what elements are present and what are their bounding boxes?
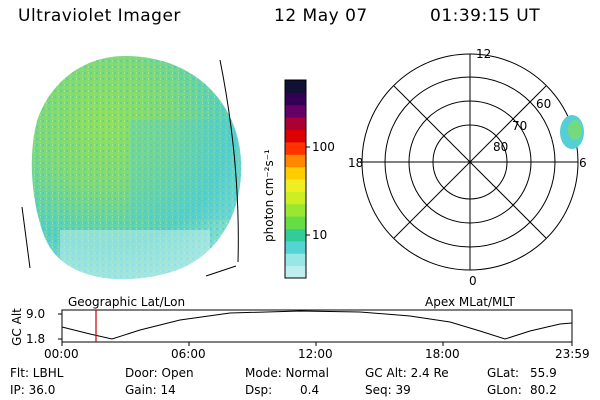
info-door: Door: Open xyxy=(125,366,194,380)
polar-plot xyxy=(361,53,579,271)
info-dsp-value: 0.4 xyxy=(300,383,320,397)
info-seq: Seq: 39 xyxy=(365,383,411,397)
colorbar-swatch xyxy=(285,253,306,267)
date-label: 12 May 07 xyxy=(274,6,368,26)
imager-title: Ultraviolet Imager xyxy=(18,6,181,26)
timeline-y-tick-1-8: 1.8 xyxy=(26,332,46,346)
uv-image-disk xyxy=(31,56,242,280)
colorbar xyxy=(285,80,306,279)
limb-line-right xyxy=(219,59,239,263)
info-gain: Gain: 14 xyxy=(125,383,176,397)
aurora-blob xyxy=(560,115,584,149)
timeline-y-tick-9: 9.0 xyxy=(26,307,46,321)
colorbar-swatch xyxy=(285,129,306,143)
limb-line-bottom xyxy=(205,265,237,277)
info-glat-label: GLat: xyxy=(487,366,520,380)
colorbar-swatch xyxy=(285,117,306,131)
clock-label-left: 18 xyxy=(348,156,364,170)
colorbar-swatch xyxy=(285,141,306,155)
colorbar-swatch xyxy=(285,203,306,217)
colorbar-swatch xyxy=(285,179,306,192)
colorbar-frame xyxy=(284,79,307,279)
info-glon-label: GLon: xyxy=(487,383,522,397)
colorbar-swatch xyxy=(285,191,306,205)
limb-line-left xyxy=(21,206,31,269)
timeline-x-tick-3: 18:00 xyxy=(425,347,460,361)
colorbar-swatch xyxy=(285,240,306,254)
colorbar-swatch xyxy=(285,104,306,118)
info-glon-value: 80.2 xyxy=(530,383,557,397)
colorbar-axis-label: photon cm⁻²s⁻¹ xyxy=(262,149,276,242)
timeline-x-ticks xyxy=(61,342,573,346)
timeline-frame xyxy=(61,309,573,343)
colorbar-swatch xyxy=(285,154,306,168)
info-glat-value: 55.9 xyxy=(530,366,557,380)
colorbar-swatch xyxy=(285,166,306,180)
axis-diag-2 xyxy=(393,85,547,239)
time-label: 01:39:15 UT xyxy=(430,6,541,26)
colorbar-tick-label-100: 100 xyxy=(312,140,335,154)
clock-label-right: 6 xyxy=(579,156,587,170)
timeline-x-tick-2: 12:00 xyxy=(298,347,333,361)
ring-label-80: 80 xyxy=(493,140,509,154)
colorbar-swatch xyxy=(285,228,306,242)
timeline-y-label: GC Alt xyxy=(9,308,24,346)
colorbar-swatch xyxy=(285,265,306,279)
colorbar-swatch xyxy=(285,80,306,93)
timeline-right-label: Apex MLat/MLT xyxy=(425,295,515,309)
info-mode: Mode: Normal xyxy=(245,366,329,380)
altitude-curve xyxy=(61,310,573,340)
ring-label-60: 60 xyxy=(536,97,552,111)
colorbar-swatch xyxy=(285,216,306,230)
clock-label-bottom: 0 xyxy=(469,274,477,288)
ring-label-70: 70 xyxy=(512,119,528,133)
timeline-left-label: Geographic Lat/Lon xyxy=(68,295,186,309)
timeline-x-tick-4: 23:59 xyxy=(555,347,590,361)
info-flt: Flt: LBHL xyxy=(10,366,64,380)
info-dsp-label: Dsp: xyxy=(245,383,273,397)
timeline-x-tick-1: 06:00 xyxy=(171,347,206,361)
timeline-x-tick-0: 00:00 xyxy=(44,347,79,361)
info-gc-alt: GC Alt: 2.4 Re xyxy=(365,366,449,380)
clock-label-top: 12 xyxy=(476,47,492,61)
colorbar-swatch xyxy=(285,92,306,106)
colorbar-tick-label-10: 10 xyxy=(312,228,328,242)
info-ip: IP: 36.0 xyxy=(10,383,56,397)
